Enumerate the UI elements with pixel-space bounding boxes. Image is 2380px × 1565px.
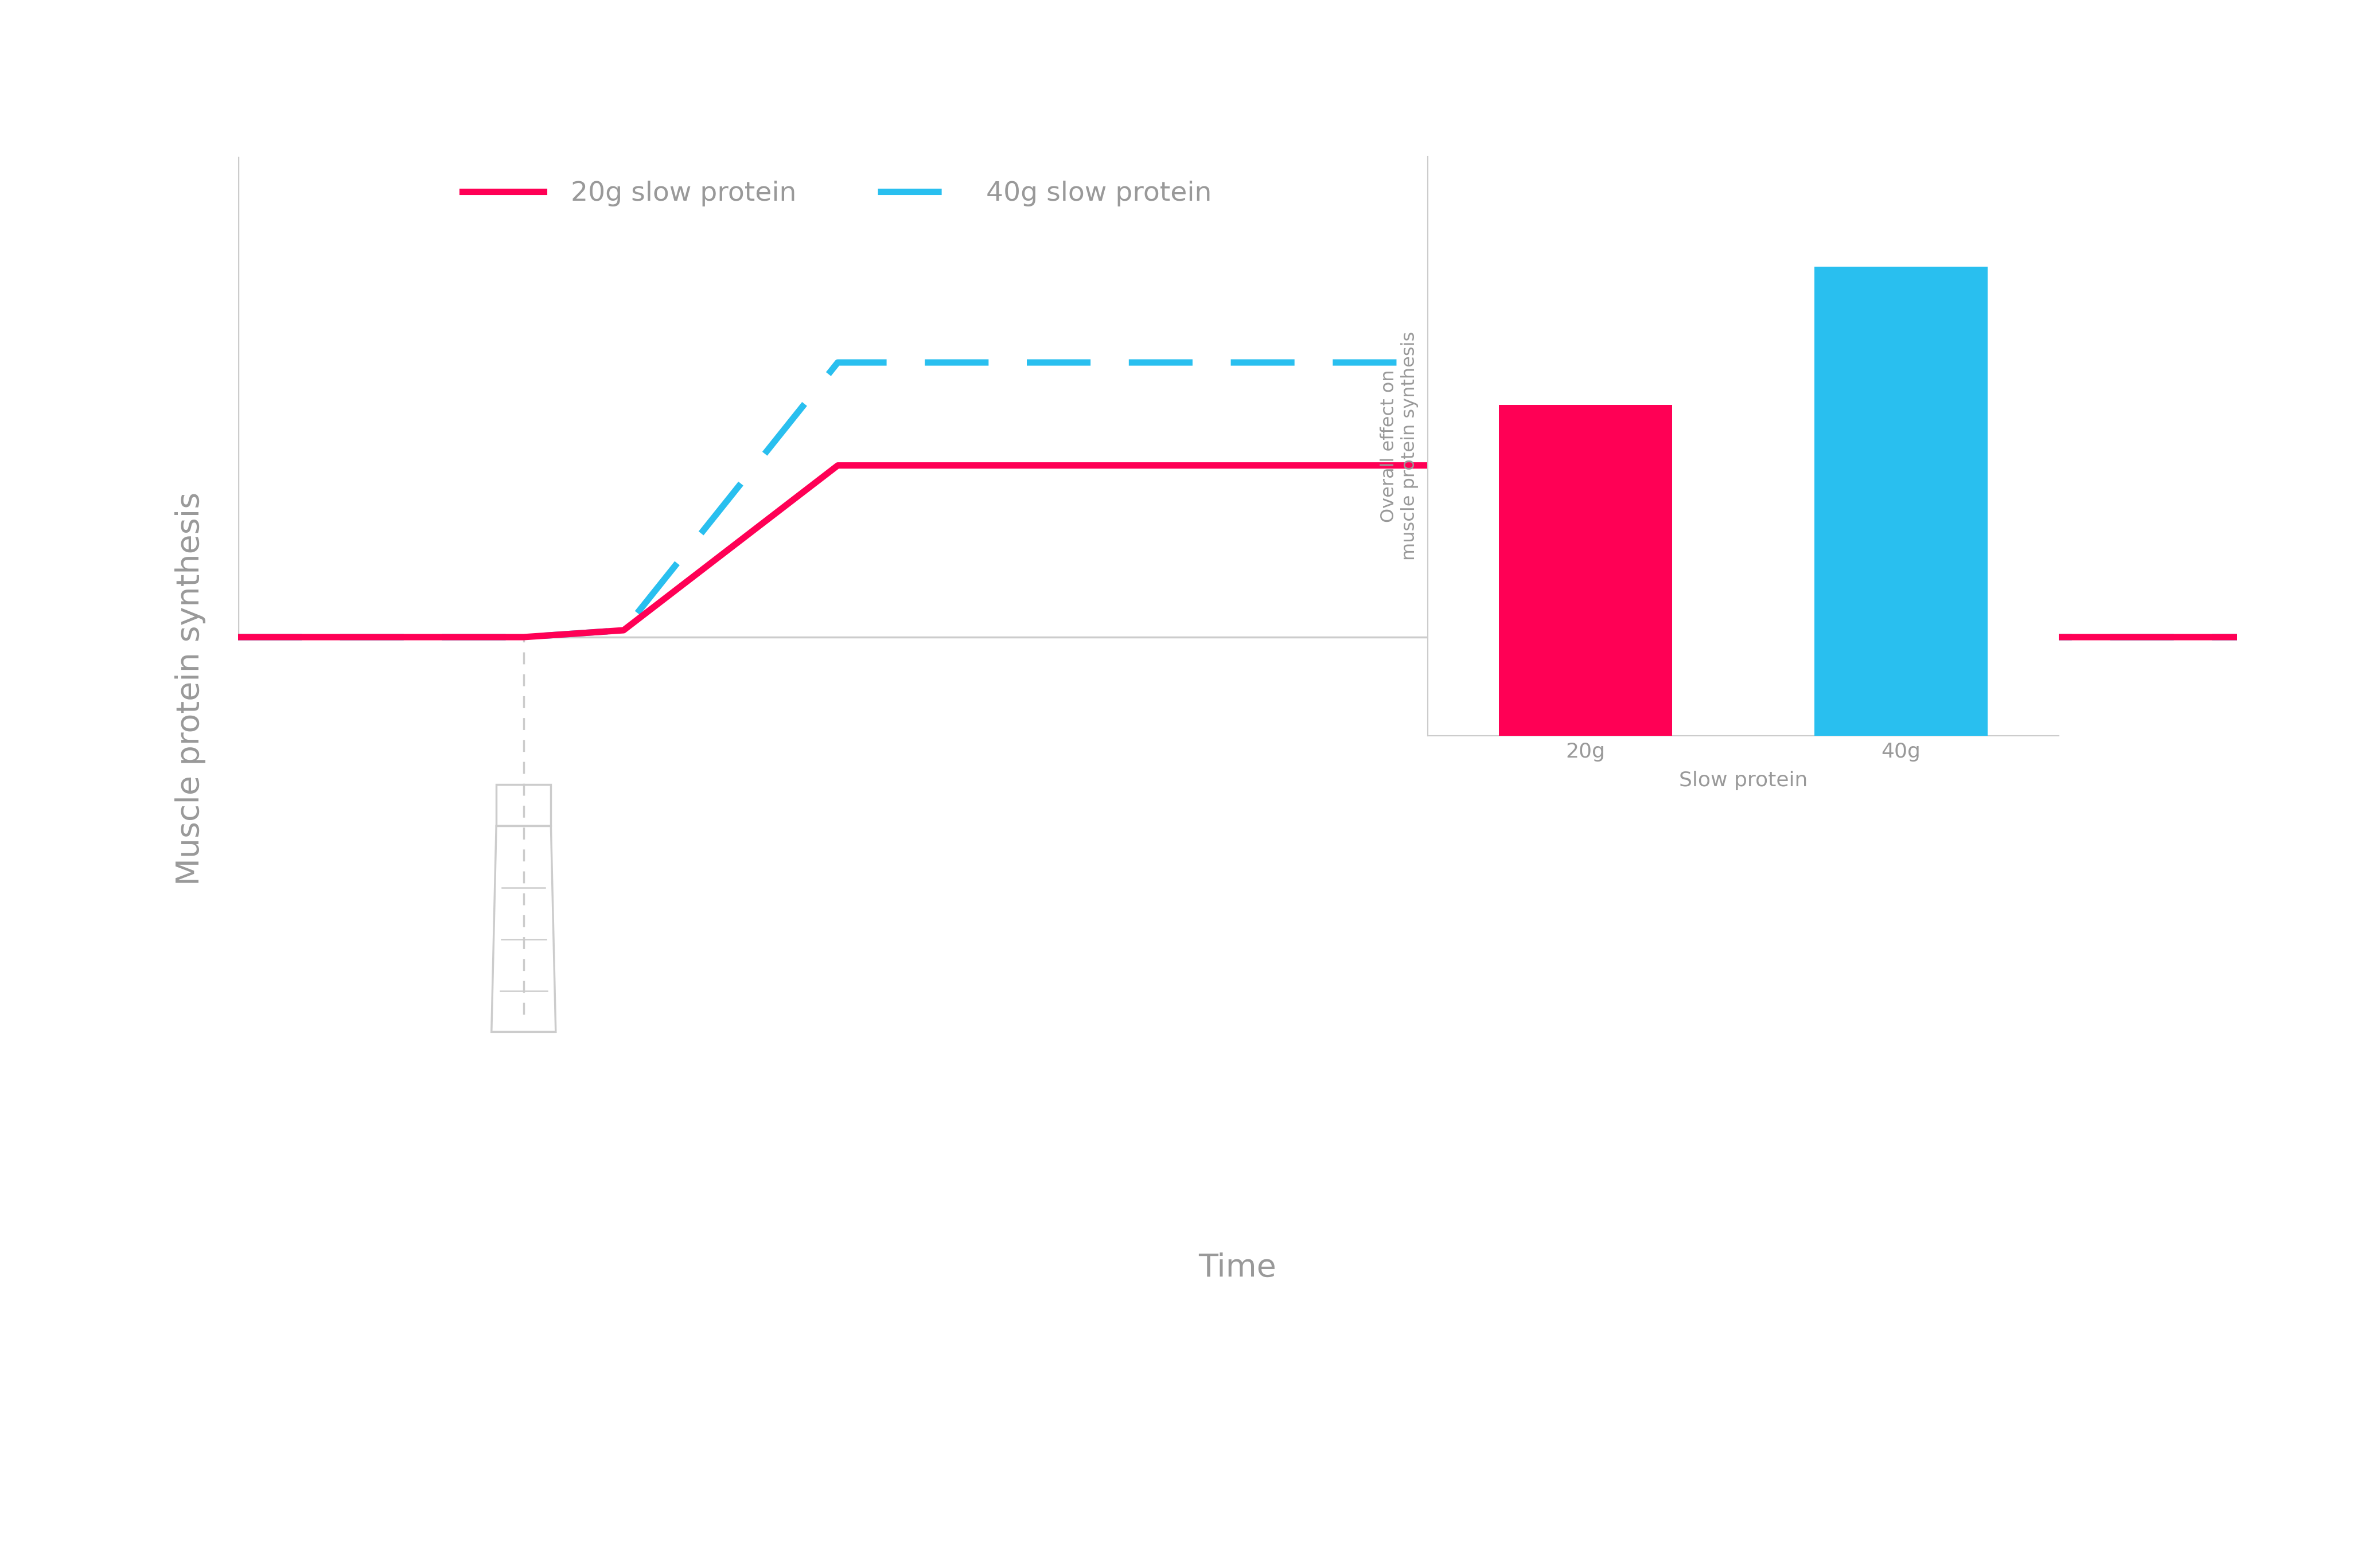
Y-axis label: Overall effect on
muscle protein synthesis: Overall effect on muscle protein synthes… [1380, 332, 1418, 560]
X-axis label: Slow protein: Slow protein [1678, 772, 1809, 790]
Bar [1814, 266, 1987, 736]
Bar [1499, 405, 1673, 736]
Y-axis label: Muscle protein synthesis: Muscle protein synthesis [176, 491, 207, 886]
X-axis label: Time: Time [1200, 1252, 1276, 1283]
Legend: 20g slow protein, 40g slow protein: 20g slow protein, 40g slow protein [452, 171, 1223, 218]
